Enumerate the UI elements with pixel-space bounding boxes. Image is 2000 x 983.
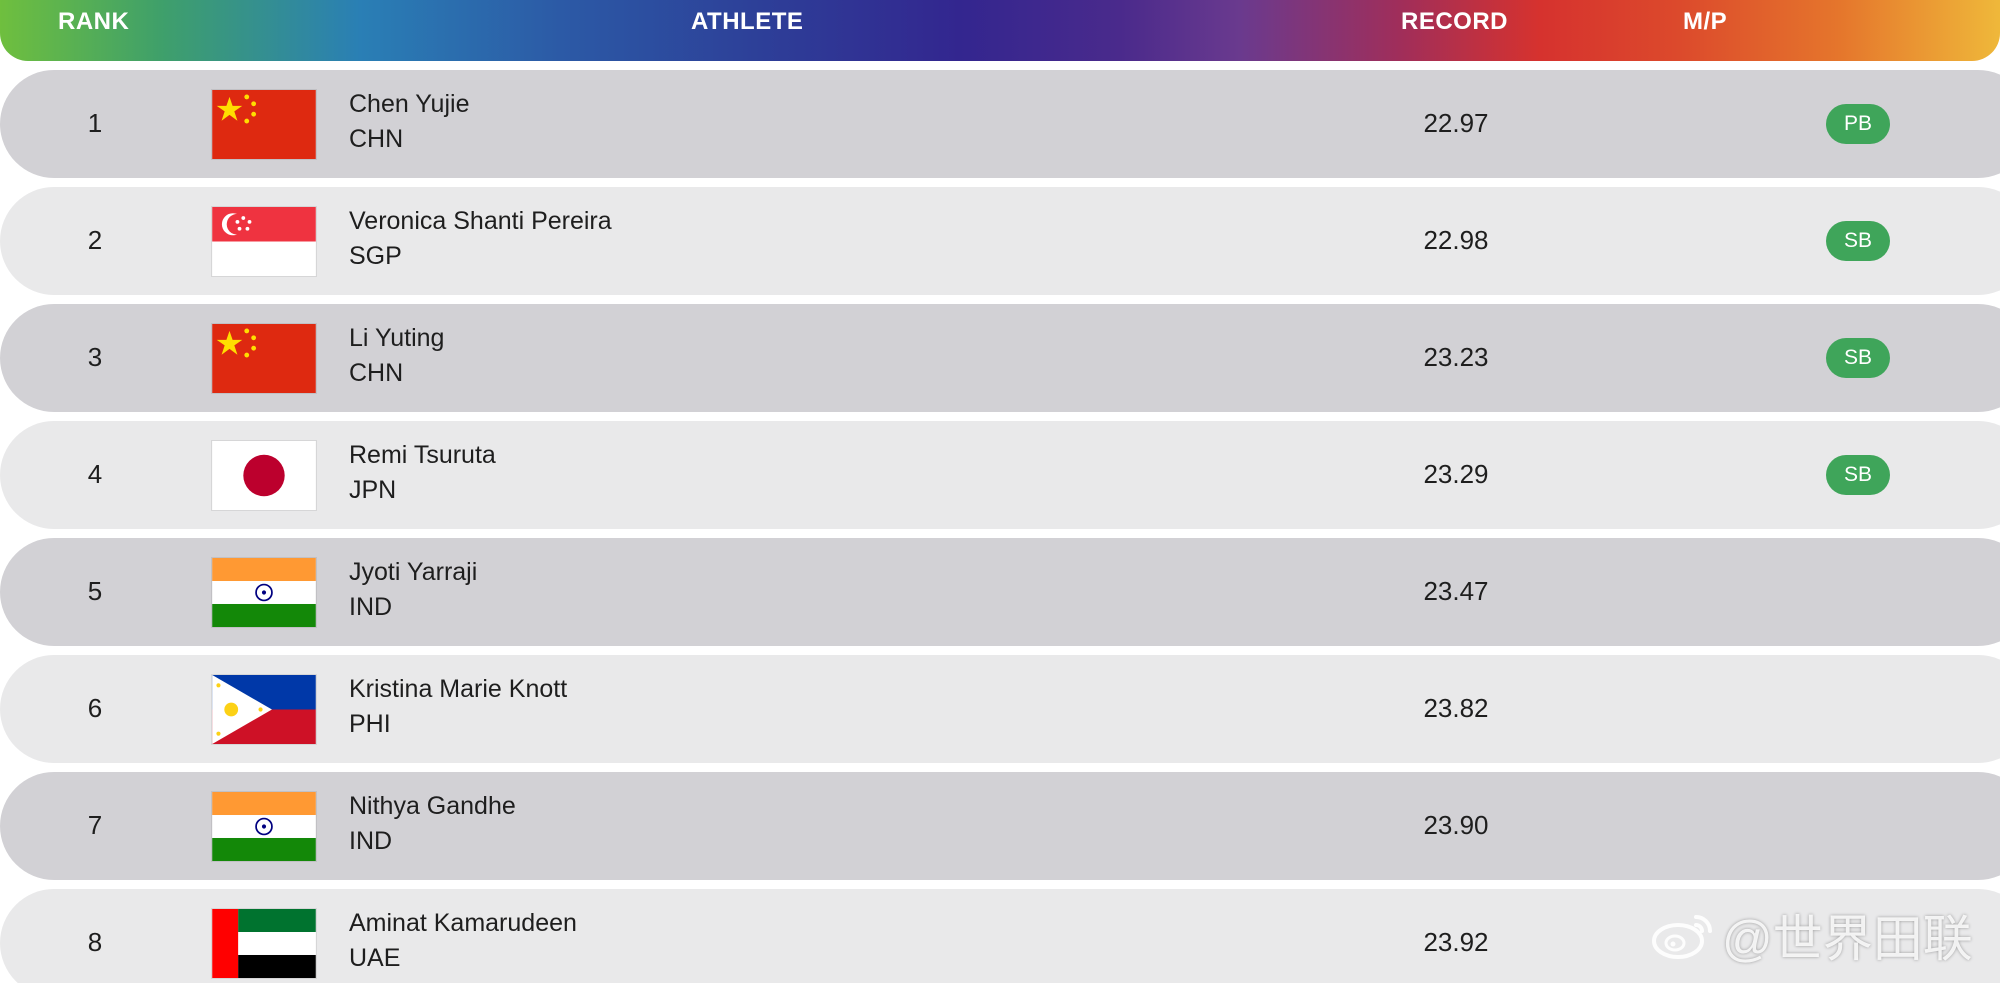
athlete-country: CHN [349, 125, 404, 153]
singapore-flag-icon [212, 207, 316, 276]
athlete-country: CHN [349, 359, 404, 387]
mark-badge: SB [1826, 455, 1890, 495]
athlete-name: Jyoti Yarraji [349, 558, 478, 586]
rank-cell: 1 [87, 108, 103, 138]
athlete-name: Aminat Kamarudeen [349, 909, 577, 937]
record-cell: 23.23 [1423, 342, 1489, 372]
japan-flag-icon [212, 441, 316, 510]
athlete-country: SGP [349, 242, 402, 270]
athlete-country: PHI [349, 710, 391, 738]
china-flag-icon [212, 90, 316, 159]
record-cell: 23.90 [1423, 810, 1489, 840]
rank-cell: 7 [87, 810, 103, 840]
table-row[interactable]: 6 Kristina Marie Knott PHI 23.82 [0, 655, 2000, 763]
weibo-logo-icon [1652, 915, 1712, 959]
record-cell: 22.97 [1423, 108, 1489, 138]
record-cell: 23.92 [1423, 927, 1489, 957]
athlete-name: Nithya Gandhe [349, 792, 516, 820]
philippines-flag-icon [212, 675, 316, 744]
mp-column-header: M/P [1683, 8, 1728, 35]
watermark: @世界田联 [1648, 905, 1973, 967]
athlete-column-header: ATHLETE [691, 8, 804, 35]
record-cell: 22.98 [1423, 225, 1489, 255]
mark-badge: SB [1826, 338, 1890, 378]
record-cell: 23.29 [1423, 459, 1489, 489]
china-flag-icon [212, 324, 316, 393]
rank-cell: 4 [87, 459, 103, 489]
athlete-name: Li Yuting [349, 324, 445, 352]
table-row[interactable]: 7 Nithya Gandhe IND 23.90 [0, 772, 2000, 880]
table-row[interactable]: 3 Li Yuting CHN 23.23 SB [0, 304, 2000, 412]
rank-cell: 5 [87, 576, 103, 606]
mark-badge: SB [1826, 221, 1890, 261]
record-column-header: RECORD [1401, 8, 1509, 35]
athlete-name: Chen Yujie [349, 90, 470, 118]
rank-column-header: RANK [58, 8, 130, 35]
athlete-name: Remi Tsuruta [349, 441, 496, 469]
athlete-country: IND [349, 593, 393, 621]
rank-cell: 3 [87, 342, 103, 372]
table-row[interactable]: 2 Veronica Shanti Pereira SGP 22.98 SB [0, 187, 2000, 295]
athlete-country: IND [349, 827, 393, 855]
athlete-country: JPN [349, 476, 397, 504]
table-row[interactable]: 5 Jyoti Yarraji IND 23.47 [0, 538, 2000, 646]
watermark-text: @世界田联 [1722, 911, 1973, 967]
athlete-name: Kristina Marie Knott [349, 675, 568, 703]
mark-badge: PB [1826, 104, 1890, 144]
athlete-country: UAE [349, 944, 401, 972]
table-row[interactable]: 4 Remi Tsuruta JPN 23.29 SB [0, 421, 2000, 529]
uae-flag-icon [212, 909, 316, 978]
record-cell: 23.82 [1423, 693, 1489, 723]
table-row[interactable]: 8 Aminat Kamarudeen UAE 23.92 [0, 889, 2000, 983]
record-cell: 23.47 [1423, 576, 1489, 606]
rank-cell: 6 [87, 693, 103, 723]
table-row[interactable]: 1 Chen Yujie CHN 22.97 PB [0, 70, 2000, 178]
india-flag-icon [212, 558, 316, 627]
rank-cell: 8 [87, 927, 103, 957]
rank-cell: 2 [87, 225, 103, 255]
india-flag-icon [212, 792, 316, 861]
athlete-name: Veronica Shanti Pereira [349, 207, 612, 235]
table-header: RANK ATHLETE RECORD M/P [0, 0, 2000, 61]
